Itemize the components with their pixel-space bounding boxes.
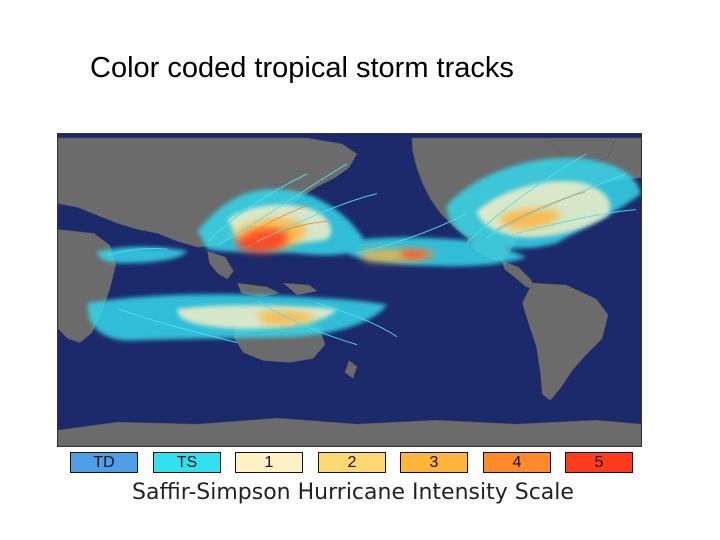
world-map-svg: [58, 134, 641, 446]
legend-swatch-cat3: 3: [400, 452, 468, 473]
storm-track-map: [57, 133, 642, 447]
landmass-new-zealand: [344, 360, 358, 379]
legend-label-td: TD: [93, 454, 115, 471]
legend-swatch-cat4: 4: [483, 452, 551, 473]
legend-label-cat3: 3: [429, 454, 439, 471]
legend-swatch-td: TD: [70, 452, 138, 473]
legend-label-cat2: 2: [347, 454, 357, 471]
legend-swatch-ts: TS: [153, 452, 221, 473]
landmass-south-america: [522, 282, 609, 401]
landmass-southeast-asia: [207, 250, 318, 298]
legend-swatch-cat5: 5: [565, 452, 633, 473]
slide-title: Color coded tropical storm tracks: [90, 52, 514, 84]
legend-label-cat1: 1: [264, 454, 274, 471]
storm-tracks: [87, 153, 641, 346]
landmass-greenland: [545, 137, 617, 165]
legend-label-ts: TS: [176, 454, 198, 471]
legend-label-cat4: 4: [512, 454, 522, 471]
intensity-legend: TD TS 1 2 3 4 5: [70, 452, 634, 474]
legend-label-cat5: 5: [594, 454, 604, 471]
legend-swatch-cat1: 1: [235, 452, 303, 473]
landmass-antarctica: [58, 417, 641, 446]
intensity-scale-label: Saffir-Simpson Hurricane Intensity Scale: [132, 480, 574, 505]
legend-swatch-cat2: 2: [318, 452, 386, 473]
